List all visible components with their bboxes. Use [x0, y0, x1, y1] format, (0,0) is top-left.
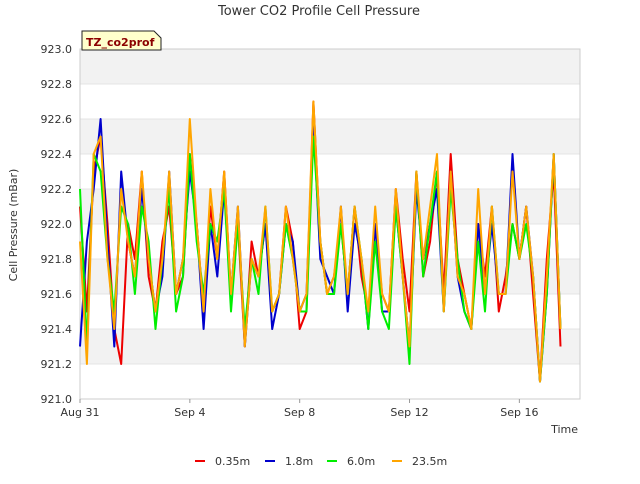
- x-tick-label: Sep 12: [390, 406, 428, 419]
- x-tick-label: Sep 8: [284, 406, 315, 419]
- site-badge: TZ_co2prof: [81, 30, 162, 51]
- y-tick-label: 921.0: [41, 393, 73, 406]
- y-tick-label: 922.2: [41, 183, 73, 196]
- plot-band: [80, 189, 580, 224]
- y-tick-label: 921.6: [41, 288, 73, 301]
- x-axis-ticks: Aug 31 Sep 4 Sep 8 Sep 12 Sep 16: [61, 399, 538, 419]
- series-layer: [79, 100, 562, 383]
- x-tick-label: Aug 31: [61, 406, 100, 419]
- x-axis-label: Time: [550, 423, 578, 436]
- y-axis-ticks: 921.0 921.2 921.4 921.6 921.8 922.0 922.2 922.4…: [41, 43, 73, 406]
- grid-lines: [80, 48, 580, 400]
- series-line-4: [79, 100, 562, 383]
- legend-label: 23.5m: [412, 455, 447, 468]
- plot-area: [79, 48, 581, 400]
- y-tick-label: 922.4: [41, 148, 73, 161]
- y-tick-label: 922.6: [41, 113, 73, 126]
- y-tick-label: 921.2: [41, 358, 73, 371]
- legend: 0.35m 1.8m 6.0m 23.5m: [195, 455, 447, 468]
- plot-band: [80, 119, 580, 154]
- legend-label: 1.8m: [285, 455, 313, 468]
- legend-label: 6.0m: [347, 455, 375, 468]
- y-tick-label: 921.8: [41, 253, 73, 266]
- y-tick-label: 922.0: [41, 218, 73, 231]
- plot-band: [80, 329, 580, 364]
- site-badge-label: TZ_co2prof: [86, 36, 155, 49]
- y-tick-label: 922.8: [41, 78, 73, 91]
- y-axis-label: Cell Pressure (mBar): [7, 169, 20, 282]
- plot-band: [80, 49, 580, 84]
- x-tick-label: Sep 4: [174, 406, 205, 419]
- legend-label: 0.35m: [215, 455, 250, 468]
- site-badge-box: [81, 30, 162, 51]
- x-tick-label: Sep 16: [500, 406, 538, 419]
- chart-title: Tower CO2 Profile Cell Pressure: [217, 4, 420, 19]
- y-tick-label: 921.4: [41, 323, 73, 336]
- y-tick-label: 923.0: [41, 43, 73, 56]
